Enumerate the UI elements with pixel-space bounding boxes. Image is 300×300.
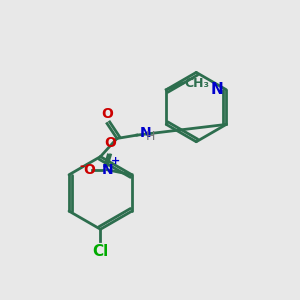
Text: Cl: Cl: [92, 244, 109, 259]
Text: N: N: [101, 163, 113, 177]
Text: +: +: [111, 156, 120, 166]
Text: CH₃: CH₃: [184, 76, 209, 90]
Text: N: N: [140, 127, 151, 140]
Text: N: N: [211, 82, 224, 97]
Text: H: H: [146, 130, 155, 143]
Text: O: O: [83, 163, 95, 177]
Text: -: -: [80, 160, 85, 173]
Text: O: O: [101, 107, 113, 121]
Text: O: O: [104, 136, 116, 150]
